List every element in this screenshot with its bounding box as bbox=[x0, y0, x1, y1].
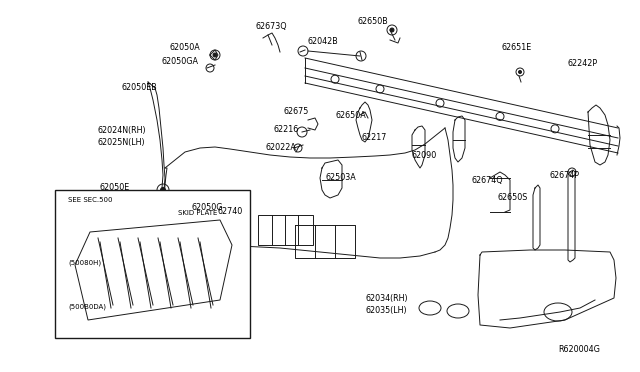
Circle shape bbox=[390, 28, 394, 32]
Text: SKID PLATE: SKID PLATE bbox=[178, 210, 218, 216]
Text: 62650A: 62650A bbox=[335, 110, 365, 119]
Text: 62050A: 62050A bbox=[170, 42, 201, 51]
Circle shape bbox=[213, 53, 217, 57]
Circle shape bbox=[161, 187, 166, 192]
Text: 62650S: 62650S bbox=[498, 192, 529, 202]
Circle shape bbox=[518, 71, 522, 74]
Text: 62022A: 62022A bbox=[265, 142, 296, 151]
Text: SEE SEC.500: SEE SEC.500 bbox=[68, 197, 113, 203]
Text: 62674Q: 62674Q bbox=[472, 176, 504, 185]
Text: 62674P: 62674P bbox=[550, 170, 580, 180]
Text: 62034(RH): 62034(RH) bbox=[365, 294, 408, 302]
Text: 62503A: 62503A bbox=[325, 173, 356, 183]
Text: 62050G: 62050G bbox=[192, 203, 223, 212]
Text: 62025N(LH): 62025N(LH) bbox=[98, 138, 146, 147]
Bar bbox=[258, 215, 313, 245]
Text: 62217: 62217 bbox=[362, 134, 387, 142]
Text: 62050E: 62050E bbox=[100, 183, 131, 192]
Text: 62242P: 62242P bbox=[568, 60, 598, 68]
Text: 62090: 62090 bbox=[412, 151, 437, 160]
Text: 62650B: 62650B bbox=[358, 17, 388, 26]
Text: 62673Q: 62673Q bbox=[255, 22, 287, 32]
Text: R620004G: R620004G bbox=[558, 346, 600, 355]
Text: 62035(LH): 62035(LH) bbox=[365, 305, 406, 314]
Text: 62740: 62740 bbox=[218, 208, 243, 217]
Circle shape bbox=[86, 298, 90, 302]
Bar bbox=[55, 190, 250, 338]
Text: 62216: 62216 bbox=[274, 125, 300, 135]
Text: 62050EB: 62050EB bbox=[122, 83, 157, 93]
Text: 62024N(RH): 62024N(RH) bbox=[98, 125, 147, 135]
Text: 62675: 62675 bbox=[284, 108, 309, 116]
Text: 62050GA: 62050GA bbox=[162, 58, 199, 67]
Circle shape bbox=[218, 288, 222, 292]
Text: 62042B: 62042B bbox=[308, 38, 339, 46]
Text: 62651E: 62651E bbox=[502, 44, 532, 52]
Text: (500B0DA): (500B0DA) bbox=[68, 303, 106, 310]
Text: (50080H): (50080H) bbox=[68, 260, 101, 266]
